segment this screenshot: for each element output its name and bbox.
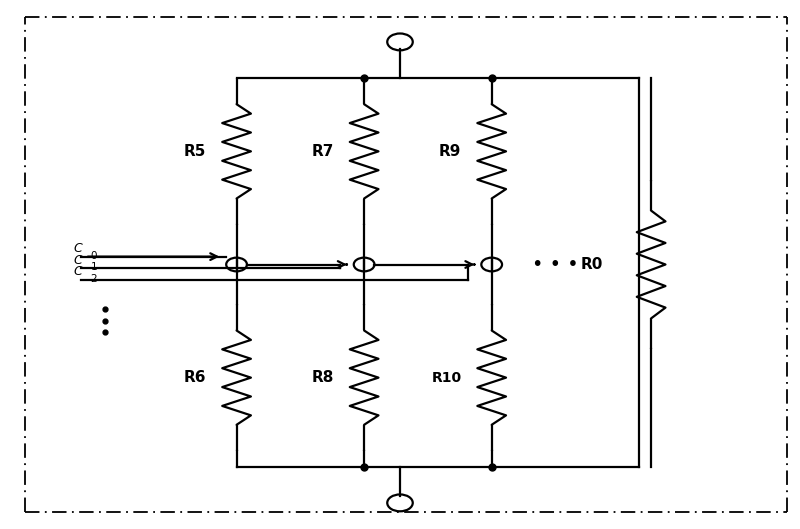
Text: R10: R10	[431, 371, 462, 385]
Text: R0: R0	[581, 257, 603, 272]
Text: R9: R9	[439, 144, 462, 159]
Text: 0: 0	[90, 251, 97, 261]
Text: R5: R5	[184, 144, 206, 159]
Text: R6: R6	[184, 370, 206, 385]
Text: • • •: • • •	[532, 255, 578, 274]
Text: C: C	[73, 265, 82, 278]
Text: C: C	[73, 253, 82, 267]
Text: R8: R8	[311, 370, 334, 385]
Text: R7: R7	[311, 144, 334, 159]
Text: 1: 1	[90, 262, 98, 272]
Text: C: C	[73, 242, 82, 255]
Text: 2: 2	[90, 274, 98, 284]
